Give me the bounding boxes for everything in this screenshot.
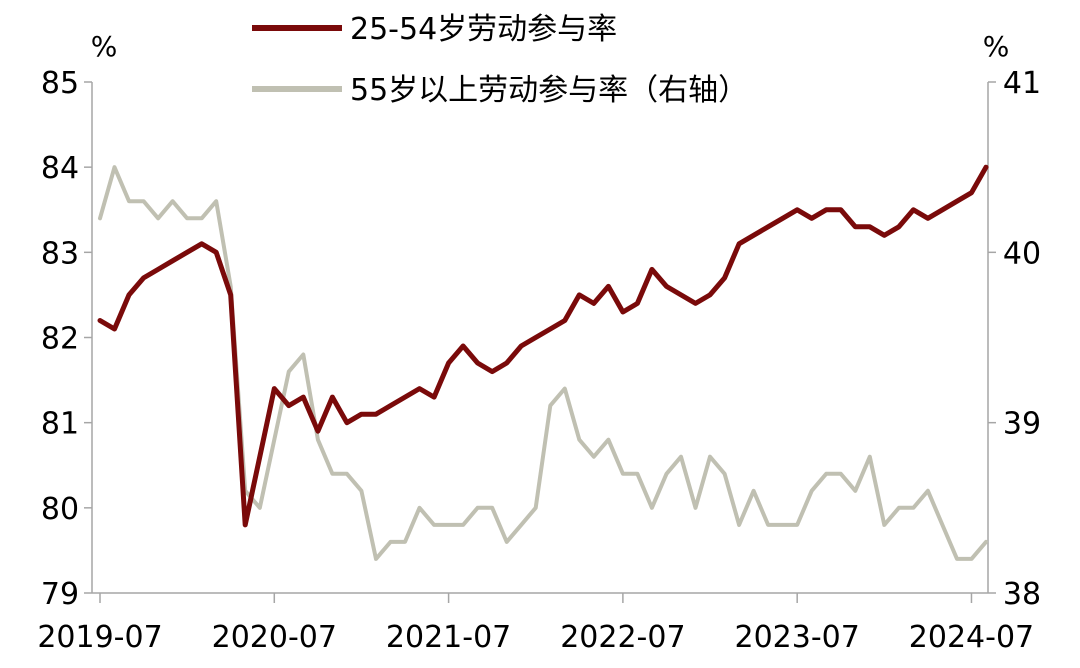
left-tick-label: 81 bbox=[41, 407, 79, 442]
series-layer bbox=[97, 164, 989, 561]
series-line-1 bbox=[97, 164, 989, 528]
tick-labels: 79 80 81 82 83 84 85 38 39 40 41 2019-07 2020-07 2021… bbox=[37, 66, 1041, 655]
left-tick-label: 84 bbox=[41, 151, 79, 186]
x-tick-label: 2019-07 bbox=[37, 620, 162, 655]
x-tick-label: 2023-07 bbox=[735, 620, 860, 655]
left-tick-label: 85 bbox=[41, 66, 79, 101]
left-tick-label: 79 bbox=[41, 577, 79, 612]
left-axis-unit: % bbox=[91, 30, 118, 63]
series-line-2 bbox=[98, 165, 988, 561]
legend-label-series-1: 25-54岁劳动参与率 bbox=[350, 12, 617, 47]
x-tick-label: 2024-07 bbox=[909, 620, 1034, 655]
left-tick-label: 83 bbox=[41, 236, 79, 271]
left-tick-label: 80 bbox=[41, 492, 79, 527]
x-tick-label: 2020-07 bbox=[212, 620, 337, 655]
right-tick-label: 41 bbox=[1003, 66, 1041, 101]
right-tick-label: 40 bbox=[1003, 236, 1041, 271]
right-tick-label: 38 bbox=[1003, 577, 1041, 612]
right-axis-unit: % bbox=[983, 30, 1010, 63]
right-tick-label: 39 bbox=[1003, 407, 1041, 442]
legend-label-series-2: 55岁以上劳动参与率（右轴） bbox=[350, 73, 748, 108]
axes bbox=[84, 81, 996, 603]
x-tick-label: 2021-07 bbox=[386, 620, 511, 655]
legend: 25-54岁劳动参与率 55岁以上劳动参与率（右轴） bbox=[252, 12, 748, 108]
x-tick-label: 2022-07 bbox=[560, 620, 685, 655]
left-tick-label: 82 bbox=[41, 322, 79, 357]
